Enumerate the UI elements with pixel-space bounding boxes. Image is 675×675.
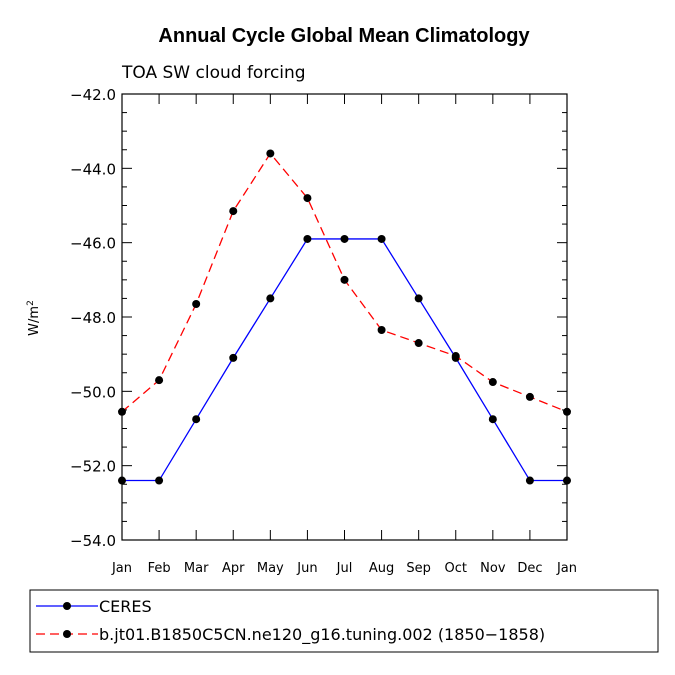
legend-marker-1: [63, 602, 71, 610]
y-axis-label-exponent: 2: [26, 300, 36, 306]
data-point: [451, 352, 460, 361]
data-point: [340, 234, 349, 243]
x-tick-label: Feb: [148, 561, 171, 576]
y-tick-label: −42.0: [70, 86, 116, 104]
x-tick-label: Sep: [406, 561, 431, 576]
y-tick-label: −46.0: [70, 235, 116, 253]
data-point: [340, 275, 349, 284]
data-point: [303, 234, 312, 243]
x-tick-label: Jul: [336, 561, 353, 576]
y-tick-label: −50.0: [70, 383, 116, 401]
y-axis-ticks: −42.0 −44.0 −46.0 −48.0 −50.0 −52.0 −54.0: [70, 86, 567, 550]
data-point: [192, 415, 201, 424]
svg-text:W/m2: W/m2: [26, 300, 42, 336]
x-tick-label: Apr: [222, 561, 245, 576]
y-tick-label: −54.0: [70, 532, 116, 550]
data-point: [229, 207, 238, 216]
chart-title: Annual Cycle Global Mean Climatology: [158, 25, 530, 47]
data-point: [155, 376, 164, 385]
data-point: [229, 353, 238, 362]
y-axis-label: W/m2: [26, 300, 42, 336]
series-group: [118, 149, 571, 485]
x-tick-label: Jan: [556, 561, 577, 576]
y-tick-label: −44.0: [70, 160, 116, 178]
data-point: [525, 392, 534, 401]
y-axis-label-base: W/m: [27, 306, 42, 336]
data-point: [563, 407, 571, 416]
data-point: [118, 476, 126, 485]
x-tick-label: Jan: [111, 561, 132, 576]
x-tick-label: Aug: [369, 561, 394, 576]
series-line-1: [122, 238, 567, 482]
data-point: [488, 415, 497, 424]
data-point: [525, 476, 534, 485]
data-point: [563, 476, 571, 485]
plot-frame: [121, 93, 568, 541]
data-point: [488, 378, 497, 387]
data-point: [414, 294, 423, 303]
data-point: [377, 234, 386, 243]
legend-marker-2: [63, 630, 71, 638]
data-point: [155, 476, 164, 485]
legend-box: [29, 589, 659, 653]
data-point: [192, 299, 201, 308]
x-tick-label: Jun: [296, 561, 317, 576]
data-point: [266, 294, 275, 303]
x-axis-ticks: Jan Feb Mar Apr May Jun Jul Aug Sep Oct Nov Dec Jan: [111, 94, 577, 576]
legend-label-1: CERES: [99, 597, 152, 616]
data-point: [266, 149, 275, 158]
data-point: [414, 339, 423, 348]
data-point: [377, 326, 386, 335]
data-point: [303, 194, 312, 203]
y-tick-label: −52.0: [70, 458, 116, 476]
chart-subtitle: TOA SW cloud forcing: [121, 63, 306, 83]
legend: CERES b.jt01.B1850C5CN.ne120_g16.tuning.0…: [36, 597, 545, 645]
x-tick-label: Oct: [445, 561, 467, 576]
x-tick-label: Nov: [480, 561, 506, 576]
x-tick-label: May: [257, 561, 284, 576]
x-tick-label: Mar: [184, 561, 209, 576]
x-tick-label: Dec: [517, 561, 542, 576]
legend-label-2: b.jt01.B1850C5CN.ne120_g16.tuning.002 (1…: [99, 625, 545, 645]
y-tick-label: −48.0: [70, 309, 116, 327]
data-point: [118, 407, 126, 416]
